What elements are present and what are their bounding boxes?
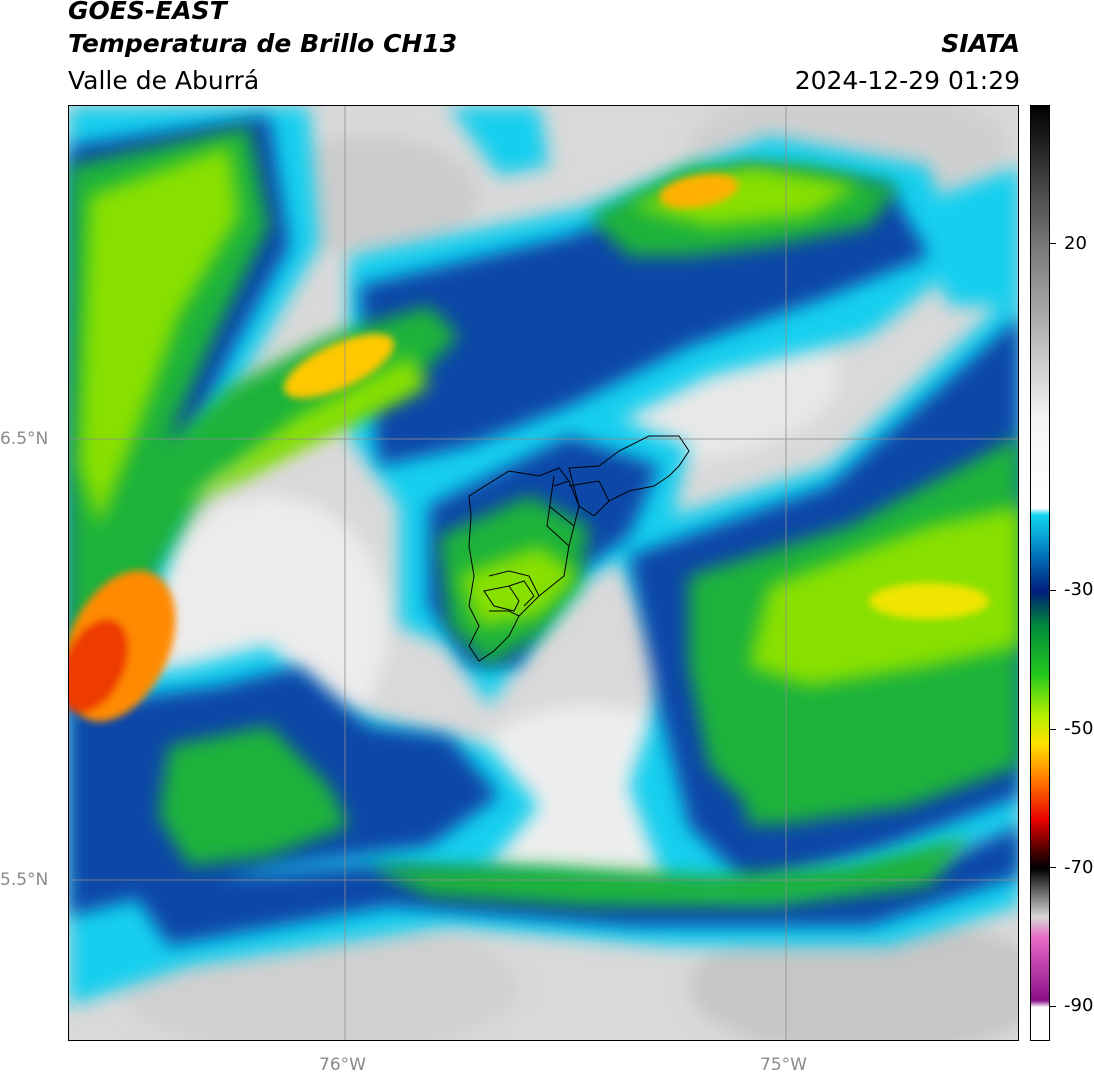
brightness-temperature-field — [69, 106, 1018, 1040]
temperature-colorbar — [1030, 105, 1050, 1041]
colorbar-tick-label: 20 — [1064, 232, 1087, 254]
lat-label-5-5n: 5.5°N — [0, 870, 49, 890]
colorbar-fill — [1031, 106, 1049, 1040]
colorbar-tick-mark — [1050, 1005, 1056, 1007]
colorbar-tick-mark — [1050, 589, 1056, 591]
colorbar-tick-label: -30 — [1064, 579, 1094, 601]
satellite-title: GOES-EAST — [68, 0, 227, 25]
colorbar-tick-label: -70 — [1064, 856, 1094, 878]
colorbar-tick-mark — [1050, 728, 1056, 730]
colorbar-tick-label: -50 — [1064, 718, 1094, 739]
product-title: Temperatura de Brillo CH13 — [68, 29, 458, 58]
colorbar-gradient — [1031, 106, 1049, 1040]
satellite-map[interactable] — [68, 105, 1019, 1041]
datetime-title: 2024-12-29 01:29 — [794, 66, 1020, 95]
colorbar-tick-mark — [1050, 867, 1056, 869]
colorbar-tick-mark — [1050, 243, 1056, 245]
graticule — [69, 106, 1018, 1040]
region-title: Valle de Aburrá — [68, 66, 260, 95]
agency-title: SIATA — [941, 29, 1020, 58]
lon-label-76w: 76°W — [319, 1055, 366, 1075]
colorbar-tick-label: -90 — [1064, 995, 1094, 1017]
municipal-boundaries — [468, 435, 690, 662]
lat-label-6-5n: 6.5°N — [0, 429, 49, 449]
lon-label-75w: 75°W — [760, 1055, 807, 1075]
